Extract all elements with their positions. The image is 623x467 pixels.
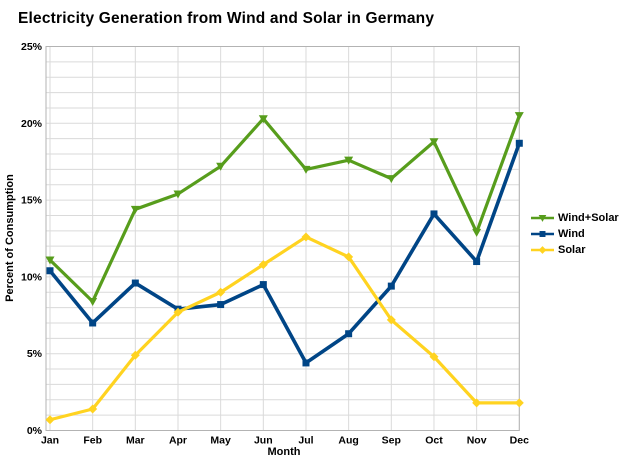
data-point-diamond: [45, 415, 55, 425]
data-point-triangle: [344, 156, 354, 165]
x-axis-title: Month: [267, 446, 301, 458]
data-point-triangle: [130, 205, 140, 214]
data-point-diamond: [130, 350, 140, 360]
data-point-diamond: [88, 404, 98, 414]
series-wind: [46, 139, 523, 367]
data-point-triangle: [429, 138, 439, 147]
x-tick-label: May: [210, 435, 231, 447]
legend: Wind+Solar Wind Solar: [530, 211, 619, 257]
solar-line-marker-icon: [531, 246, 554, 254]
data-point-triangle: [173, 190, 183, 199]
y-tick-label: 5%: [27, 348, 43, 360]
y-tick-label: 15%: [21, 195, 43, 207]
x-tick-label: Feb: [83, 435, 102, 447]
data-point-square: [217, 301, 225, 309]
series-line-wind: [48, 141, 522, 365]
series-line-wind-solar: [48, 114, 521, 304]
series-line-solar: [48, 235, 521, 422]
x-axis-tick-labels: Jan Feb Mar Apr May Jun Jul Aug Sep Oct Nov Dec: [41, 435, 529, 447]
y-tick-label: 25%: [21, 41, 43, 53]
data-point-triangle: [514, 112, 524, 121]
x-tick-label: Jun: [254, 435, 273, 447]
data-point-diamond: [344, 252, 354, 262]
plot-border: [45, 46, 520, 431]
data-point-square: [302, 359, 310, 367]
data-point-square: [473, 258, 481, 266]
wind-line-marker-icon: [531, 231, 554, 237]
x-tick-label: Apr: [169, 435, 187, 447]
y-tick-label: 10%: [21, 271, 43, 283]
data-point-triangle: [301, 165, 311, 174]
data-point-diamond: [301, 232, 311, 242]
data-point-square: [515, 139, 523, 147]
data-point-diamond: [258, 260, 268, 270]
data-point-square: [259, 281, 267, 289]
x-tick-label: Oct: [425, 435, 443, 447]
chart-title: Electricity Generation from Wind and Sol…: [18, 10, 435, 27]
data-point-diamond: [386, 315, 396, 325]
y-axis-tick-labels: 0% 5% 10% 15% 20% 25%: [21, 41, 43, 437]
data-point-triangle: [216, 162, 226, 171]
data-point-diamond: [514, 398, 524, 408]
data-point-triangle: [88, 297, 98, 306]
x-tick-label: Dec: [510, 435, 529, 447]
data-point-square: [46, 267, 54, 275]
legend-label-solar: Solar: [558, 244, 586, 256]
x-tick-label: Sep: [382, 435, 401, 447]
legend-item-solar: Solar: [530, 243, 619, 257]
x-tick-label: Jul: [298, 435, 313, 447]
data-point-diamond: [429, 352, 439, 362]
data-point-diamond: [538, 246, 547, 254]
x-tick-label: Jan: [41, 435, 59, 447]
data-point-triangle: [258, 115, 268, 124]
legend-label-wind: Wind: [558, 228, 585, 240]
wind-solar-line-marker-icon: [531, 215, 554, 222]
data-point-diamond: [216, 287, 226, 297]
data-point-square: [131, 279, 139, 287]
data-point-diamond: [173, 307, 183, 317]
legend-item-wind: Wind: [530, 227, 619, 241]
y-tick-label: 0%: [27, 425, 43, 437]
data-point-triangle: [386, 175, 396, 184]
series-wind-solar: [45, 112, 524, 306]
data-point-triangle: [45, 256, 55, 265]
x-tick-label: Mar: [126, 435, 145, 447]
y-tick-label: 20%: [21, 118, 43, 130]
legend-label-wind-solar: Wind+Solar: [558, 212, 619, 224]
data-point-square: [89, 319, 97, 327]
series-solar: [45, 232, 524, 425]
y-axis-title: Percent of Consumption: [4, 174, 16, 302]
data-point-diamond: [472, 398, 482, 408]
data-point-square: [345, 330, 353, 338]
data-point-square: [539, 231, 546, 237]
data-point-triangle: [538, 215, 547, 222]
data-point-square: [430, 210, 438, 218]
data-point-triangle: [472, 228, 482, 237]
legend-item-wind-solar: Wind+Solar: [530, 211, 619, 225]
data-point-square: [387, 282, 395, 290]
x-tick-label: Aug: [338, 435, 358, 447]
x-tick-label: Nov: [467, 435, 487, 447]
